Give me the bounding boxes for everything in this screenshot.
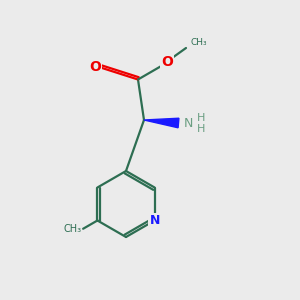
Text: N: N — [184, 116, 193, 130]
Text: N: N — [149, 214, 160, 227]
Text: H: H — [196, 124, 205, 134]
Text: CH₃: CH₃ — [190, 38, 207, 47]
Text: O: O — [89, 60, 101, 74]
Text: O: O — [161, 56, 173, 69]
Polygon shape — [144, 118, 179, 128]
Text: H: H — [196, 113, 205, 123]
Text: CH₃: CH₃ — [64, 224, 82, 234]
